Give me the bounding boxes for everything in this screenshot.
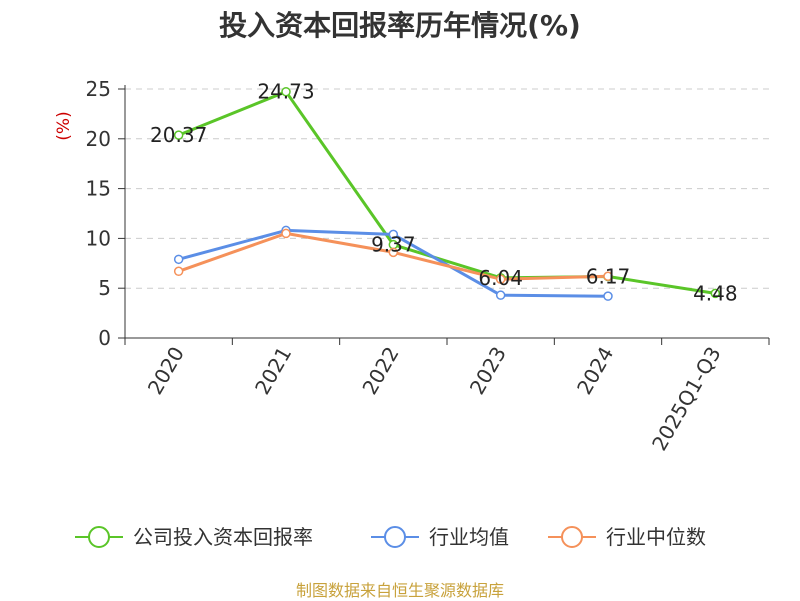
legend-label: 行业中位数 [606,525,706,549]
legend-label: 公司投入资本回报率 [133,525,313,549]
legend-label: 行业均值 [429,525,509,549]
data-point [173,254,184,265]
data-label: 6.04 [478,266,523,290]
y-tick-label: 0 [98,326,111,350]
data-labels: 20.37 24.73 9.37 6.04 6.17 4.48 [150,80,738,306]
data-point [603,271,613,281]
x-tick-label: 2024 [572,343,618,399]
data-point [710,288,721,299]
y-tick-label: 5 [98,276,111,300]
data-point [388,247,399,258]
data-point [603,291,613,301]
data-label: 9.37 [371,233,416,257]
data-label: 20.37 [150,123,207,147]
y-tick-labels: 0 5 10 15 20 25 [86,77,111,350]
legend-item: 行业均值 [371,525,509,549]
data-point [495,290,506,300]
data-label: 6.17 [586,265,631,289]
chart-title: 投入资本回报率历年情况(%) [219,9,581,42]
y-tick-label: 10 [86,226,111,250]
legend: 公司投入资本回报率 行业均值 行业中位数 [75,525,706,549]
data-label: 24.73 [257,80,314,104]
series-points [173,86,721,301]
y-tick-label: 25 [86,77,111,101]
x-tick-label: 2022 [357,343,403,399]
y-tick-label: 15 [86,177,111,201]
series-lines [178,90,716,298]
x-tick-label: 2020 [143,343,189,399]
x-tick-labels: 2020 2021 2022 2023 2024 2025Q1-Q3 [143,342,726,454]
legend-marker-icon [561,526,583,548]
data-point [281,86,291,97]
data-label: 4.48 [693,281,738,305]
data-point [388,229,399,240]
y-axis-label: (%) [54,111,74,140]
legend-marker-icon [384,526,406,548]
gridlines [125,88,769,289]
x-tick-label: 2021 [250,343,296,399]
data-point [173,130,184,140]
x-tick-label: 2025Q1-Q3 [647,343,726,455]
data-point [495,274,506,284]
data-point [281,228,291,239]
legend-item: 行业中位数 [548,525,706,549]
y-tick-label: 20 [86,127,111,151]
x-tick-label: 2023 [465,342,511,398]
legend-marker-icon [88,526,110,548]
data-point [173,266,184,277]
legend-item: 公司投入资本回报率 [75,525,313,549]
footer-source: 制图数据来自恒生聚源数据库 [295,581,504,600]
axes [118,85,770,345]
series-line [178,90,716,295]
